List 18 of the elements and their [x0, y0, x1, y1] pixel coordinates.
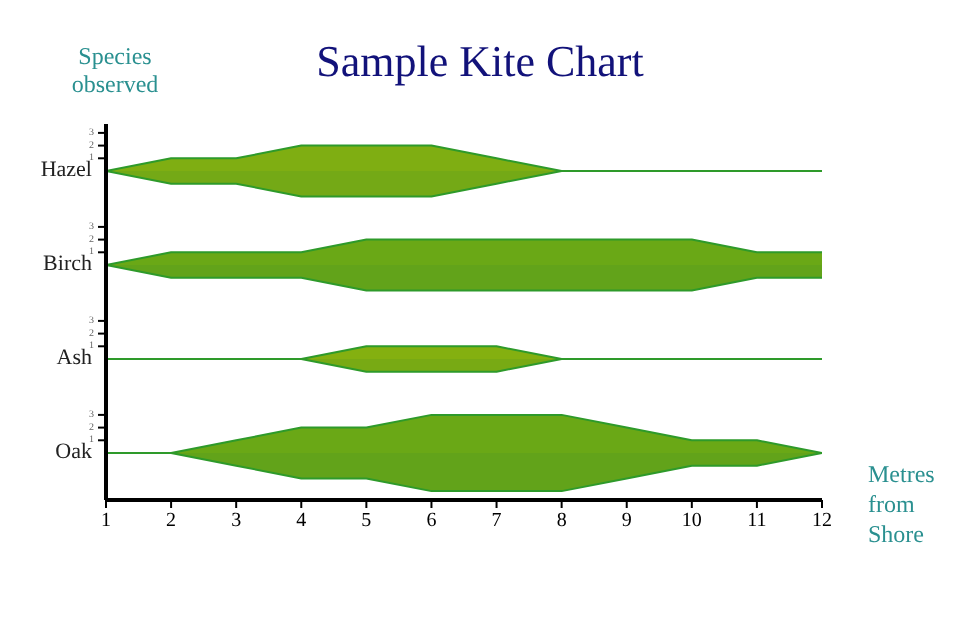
- y-axis-title: Oak: [55, 440, 92, 466]
- x-tick-label: 3: [231, 510, 242, 533]
- x-axis-title: Metres from Shore: [868, 460, 937, 550]
- x-tick-label: 10: [681, 510, 702, 533]
- x-tick-label: 5: [361, 510, 372, 533]
- chart-title: Sample Kite Chart: [316, 36, 644, 86]
- x-tick-label: 6: [426, 510, 437, 533]
- y-axis-title: Hazel: [40, 158, 92, 184]
- x-tick-label: 2: [166, 510, 177, 533]
- x-tick-label: 8: [556, 510, 567, 533]
- x-tick-label: 7: [491, 510, 502, 533]
- y-axis-title: Birch: [43, 252, 92, 278]
- x-tick-label: 4: [296, 510, 307, 533]
- x-tick-label: 12: [812, 510, 832, 533]
- x-tick-label: 9: [621, 510, 632, 533]
- text: Species observed: [69, 42, 161, 98]
- x-tick-label: 11: [747, 510, 767, 533]
- y-axis-title: Ash: [56, 346, 92, 372]
